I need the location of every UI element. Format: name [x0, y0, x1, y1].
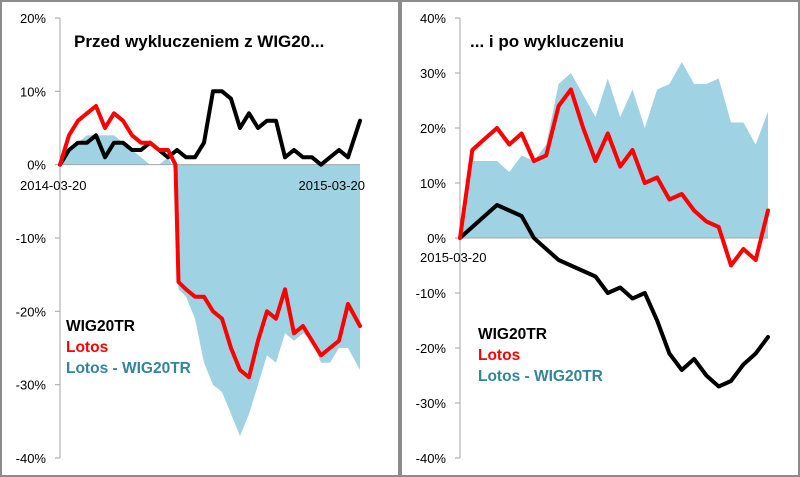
- y-tick-label: -30%: [416, 396, 447, 411]
- y-tick-label: -10%: [16, 231, 47, 246]
- series-area-lotos-minus-wig20tr: [60, 135, 360, 437]
- y-tick-label: 0%: [27, 158, 46, 173]
- legend-item-wig20tr: WIG20TR: [66, 318, 135, 335]
- legend-item-wig20tr: WIG20TR: [478, 326, 547, 343]
- y-tick-label: 40%: [420, 11, 446, 26]
- chart-title-before: Przed wykluczeniem z WIG20...: [74, 32, 325, 51]
- y-tick-label: -20%: [416, 341, 447, 356]
- legend-item-lotos: Lotos: [66, 339, 109, 356]
- y-tick-label: 20%: [420, 121, 446, 136]
- series-line-lotos: [458, 87, 770, 268]
- y-tick-label: -40%: [16, 451, 47, 466]
- y-tick-label: -40%: [416, 451, 447, 466]
- y-tick-label: 30%: [420, 66, 446, 81]
- chart-panel-before-exclusion: 20% 10% 0% -10% -20% -30% -40% 2014-03-20 2015-0…: [0, 0, 400, 477]
- chart-before-exclusion: 20% 10% 0% -10% -20% -30% -40% 2014-03-20 2015-0…: [16, 11, 366, 466]
- legend-item-lotos-minus-wig20tr: Lotos - WIG20TR: [478, 368, 603, 385]
- y-tick-label: -30%: [16, 378, 47, 393]
- series-line-wig20tr: [458, 203, 770, 389]
- chart-title-after: ... i po wykluczeniu: [470, 32, 624, 51]
- legend-item-lotos: Lotos: [478, 347, 521, 364]
- legend-after: WIG20TR Lotos Lotos - WIG20TR: [478, 324, 603, 387]
- x-start-date-label: 2014-03-20: [20, 178, 87, 193]
- series-line-wig20tr: [58, 89, 362, 167]
- y-tick-label: 20%: [20, 11, 46, 26]
- series-line-lotos: [58, 104, 362, 380]
- chart-panel-after-exclusion: 40% 30% 20% 10% 0% -10% -20% -30% -40% 2015-03-20…: [400, 0, 800, 477]
- y-tick-label: 10%: [20, 84, 46, 99]
- legend-before: WIG20TR Lotos Lotos - WIG20TR: [66, 316, 191, 379]
- y-tick-label: 10%: [420, 176, 446, 191]
- y-tick-label: 0%: [427, 231, 446, 246]
- chart-after-exclusion: 40% 30% 20% 10% 0% -10% -20% -30% -40% 2015-03-20: [416, 11, 770, 466]
- legend-item-lotos-minus-wig20tr: Lotos - WIG20TR: [66, 360, 191, 377]
- y-tick-label: -20%: [16, 304, 47, 319]
- y-tick-label: -10%: [416, 286, 447, 301]
- x-end-date-label: 2015-03-20: [299, 178, 366, 193]
- x-start-date-label: 2015-03-20: [420, 250, 487, 265]
